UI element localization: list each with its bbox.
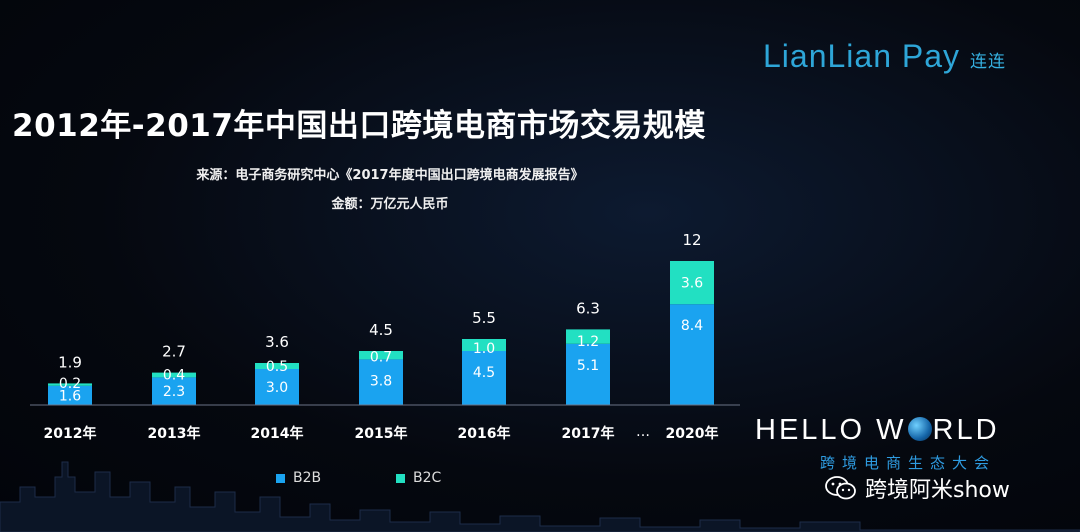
data-label-b2b: 5.1 bbox=[577, 358, 599, 374]
bar-b2b bbox=[566, 343, 610, 405]
event-subtitle: 跨境电商生态大会 bbox=[820, 454, 997, 472]
event-name-end: RLD bbox=[932, 414, 1000, 446]
data-label-b2c: 3.6 bbox=[681, 276, 703, 292]
page-title: 2012年-2017年中国出口跨境电商市场交易规模 bbox=[12, 108, 706, 144]
brand-logo: LianLian Pay 连连 bbox=[763, 38, 1006, 75]
legend-swatch-b2c bbox=[396, 473, 405, 483]
data-label-b2c: 0.4 bbox=[163, 367, 185, 383]
data-label-b2c: 0.2 bbox=[59, 376, 81, 392]
event-logo: HELLO W RLD bbox=[755, 414, 1000, 447]
chart-source: 来源：电子商务研究中心《2017年度中国出口跨境电商发展报告》 bbox=[196, 168, 584, 183]
x-tick-label: 2015年 bbox=[355, 425, 408, 442]
bar-b2c bbox=[359, 351, 403, 360]
data-label-b2b: 3.8 bbox=[370, 373, 392, 389]
legend-label-b2c: B2C bbox=[413, 470, 442, 486]
wechat-icon bbox=[825, 476, 856, 500]
bar-b2b bbox=[462, 351, 506, 405]
data-label-b2b: 8.4 bbox=[681, 318, 703, 334]
bar-b2b bbox=[255, 369, 299, 405]
x-tick-label: 2017年 bbox=[562, 425, 615, 442]
data-label-total: 12 bbox=[682, 231, 701, 249]
legend-label-b2b: B2B bbox=[293, 470, 322, 486]
bar-b2b bbox=[152, 377, 196, 405]
legend-item-b2b: B2B bbox=[276, 470, 321, 486]
data-label-total: 3.6 bbox=[265, 333, 289, 351]
data-label-total: 4.5 bbox=[369, 321, 393, 339]
city-skyline bbox=[0, 461, 1080, 532]
bar-b2c bbox=[670, 261, 714, 305]
data-label-b2c: 0.5 bbox=[266, 359, 288, 375]
x-tick-label: 2014年 bbox=[251, 425, 304, 442]
bar-b2b bbox=[359, 359, 403, 405]
bar-b2c bbox=[566, 329, 610, 344]
x-tick-label: 2016年 bbox=[458, 425, 511, 442]
data-label-b2c: 1.2 bbox=[577, 334, 599, 350]
wechat-account: 跨境阿米show bbox=[865, 478, 1010, 503]
globe-icon bbox=[907, 417, 932, 441]
data-label-total: 2.7 bbox=[162, 343, 186, 361]
bar-b2c bbox=[462, 339, 506, 351]
axis-break-label: … bbox=[636, 424, 650, 440]
bar-b2b bbox=[670, 304, 714, 405]
data-label-total: 6.3 bbox=[576, 299, 600, 317]
data-label-b2b: 2.3 bbox=[163, 384, 185, 400]
x-tick-label: 2012年 bbox=[44, 425, 97, 442]
legend-item-b2c: B2C bbox=[396, 470, 441, 486]
wechat-watermark: 跨境阿米show bbox=[825, 472, 1010, 504]
data-label-b2b: 3.0 bbox=[266, 380, 288, 396]
bar-chart: 1.60.2 1.9 2012年 2.30.4 2.7 2013年 3.0 0.5 3.6 201… bbox=[30, 231, 740, 442]
data-label-total: 5.5 bbox=[472, 309, 496, 327]
brand-name-cn: 连连 bbox=[970, 52, 1007, 72]
data-label-b2c: 1.0 bbox=[473, 341, 495, 357]
legend-swatch-b2b bbox=[276, 473, 285, 483]
data-label-b2b: 1.6 bbox=[59, 388, 81, 404]
data-label-b2b: 4.5 bbox=[473, 365, 495, 381]
bar-b2b bbox=[48, 385, 92, 405]
bar-b2c bbox=[152, 372, 196, 378]
data-label-b2c: 0.7 bbox=[370, 349, 392, 365]
event-name-start: HELLO W bbox=[755, 414, 907, 446]
bar-b2c bbox=[48, 383, 92, 386]
x-tick-label: 2020年 bbox=[666, 425, 719, 442]
bar-b2c bbox=[255, 363, 299, 369]
brand-name: LianLian Pay bbox=[763, 38, 961, 74]
data-label-total: 1.9 bbox=[58, 353, 82, 371]
x-tick-label: 2013年 bbox=[148, 425, 201, 442]
chart-unit: 金额：万亿元人民币 bbox=[331, 197, 449, 212]
